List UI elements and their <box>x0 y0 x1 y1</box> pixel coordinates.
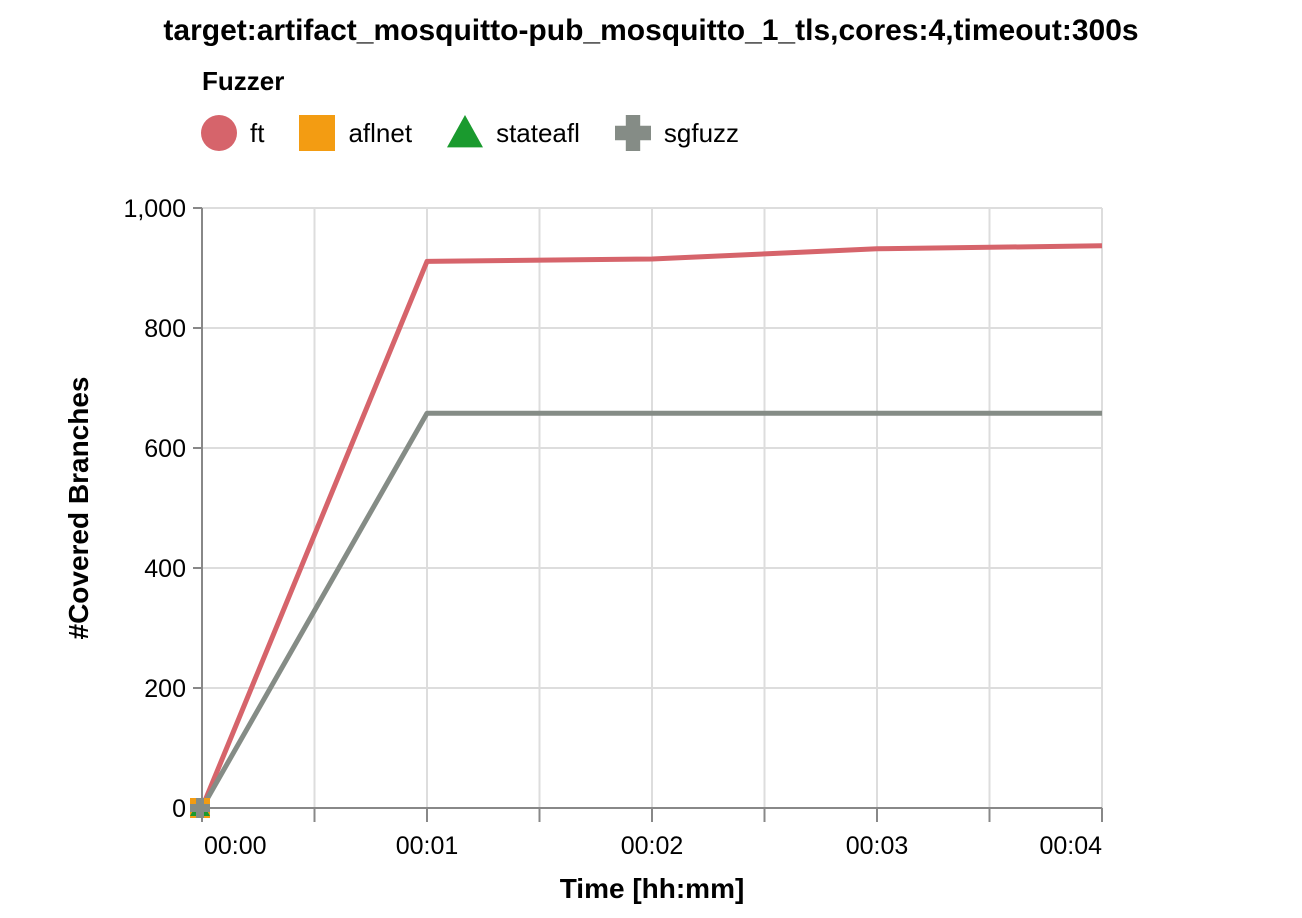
legend: ft aflnet stateafl sgfuzz <box>200 113 773 153</box>
series-line-sgfuzz <box>199 410 1102 810</box>
legend-item-stateafl: stateafl <box>446 114 580 152</box>
x-tick-label: 00:02 <box>621 832 684 860</box>
legend-item-ft: ft <box>200 114 264 152</box>
legend-marker-aflnet <box>299 115 336 151</box>
legend-item-sgfuzz: sgfuzz <box>614 114 739 152</box>
y-axis-title: #Covered Branches <box>63 376 94 639</box>
y-tick-label: 200 <box>144 675 186 703</box>
series-line-ft <box>199 243 1103 809</box>
chart-title: target:artifact_mosquitto-pub_mosquitto_… <box>163 14 1139 47</box>
y-tick-label: 800 <box>144 315 186 343</box>
x-tick-label: 00:04 <box>1039 832 1102 860</box>
legend-marker-sgfuzz <box>614 115 651 151</box>
x-tick-label: 00:03 <box>846 832 909 860</box>
x-axis-title: Time [hh:mm] <box>560 873 745 904</box>
legend-title: Fuzzer <box>202 66 285 96</box>
legend-cross-icon <box>614 115 651 151</box>
y-tick-label: 1,000 <box>123 195 186 223</box>
data-point-sgfuzz <box>190 798 210 818</box>
y-tick-label: 400 <box>144 555 186 583</box>
series-lines <box>199 243 1103 810</box>
legend-marker-ft <box>201 115 237 151</box>
series-markers <box>190 798 210 818</box>
legend-marker-stateafl <box>447 115 484 148</box>
legend-square-icon <box>299 115 336 151</box>
legend-triangle-icon <box>447 115 484 148</box>
x-tick-label: 00:00 <box>204 832 267 860</box>
legend-item-aflnet: aflnet <box>298 114 412 152</box>
grid <box>201 207 1103 809</box>
legend-circle-icon <box>201 115 237 151</box>
legend-label: sgfuzz <box>663 117 740 148</box>
legend-label: stateafl <box>496 117 580 148</box>
legend-label: aflnet <box>348 117 413 148</box>
y-tick-label: 0 <box>172 795 186 823</box>
legend-label: ft <box>250 117 265 148</box>
x-tick-label: 00:01 <box>396 832 459 860</box>
y-tick-label: 600 <box>144 435 186 463</box>
axes: 0 200 400 600 800 1,000 00:00 00:01 00:02 00:03 00… <box>123 195 1103 860</box>
